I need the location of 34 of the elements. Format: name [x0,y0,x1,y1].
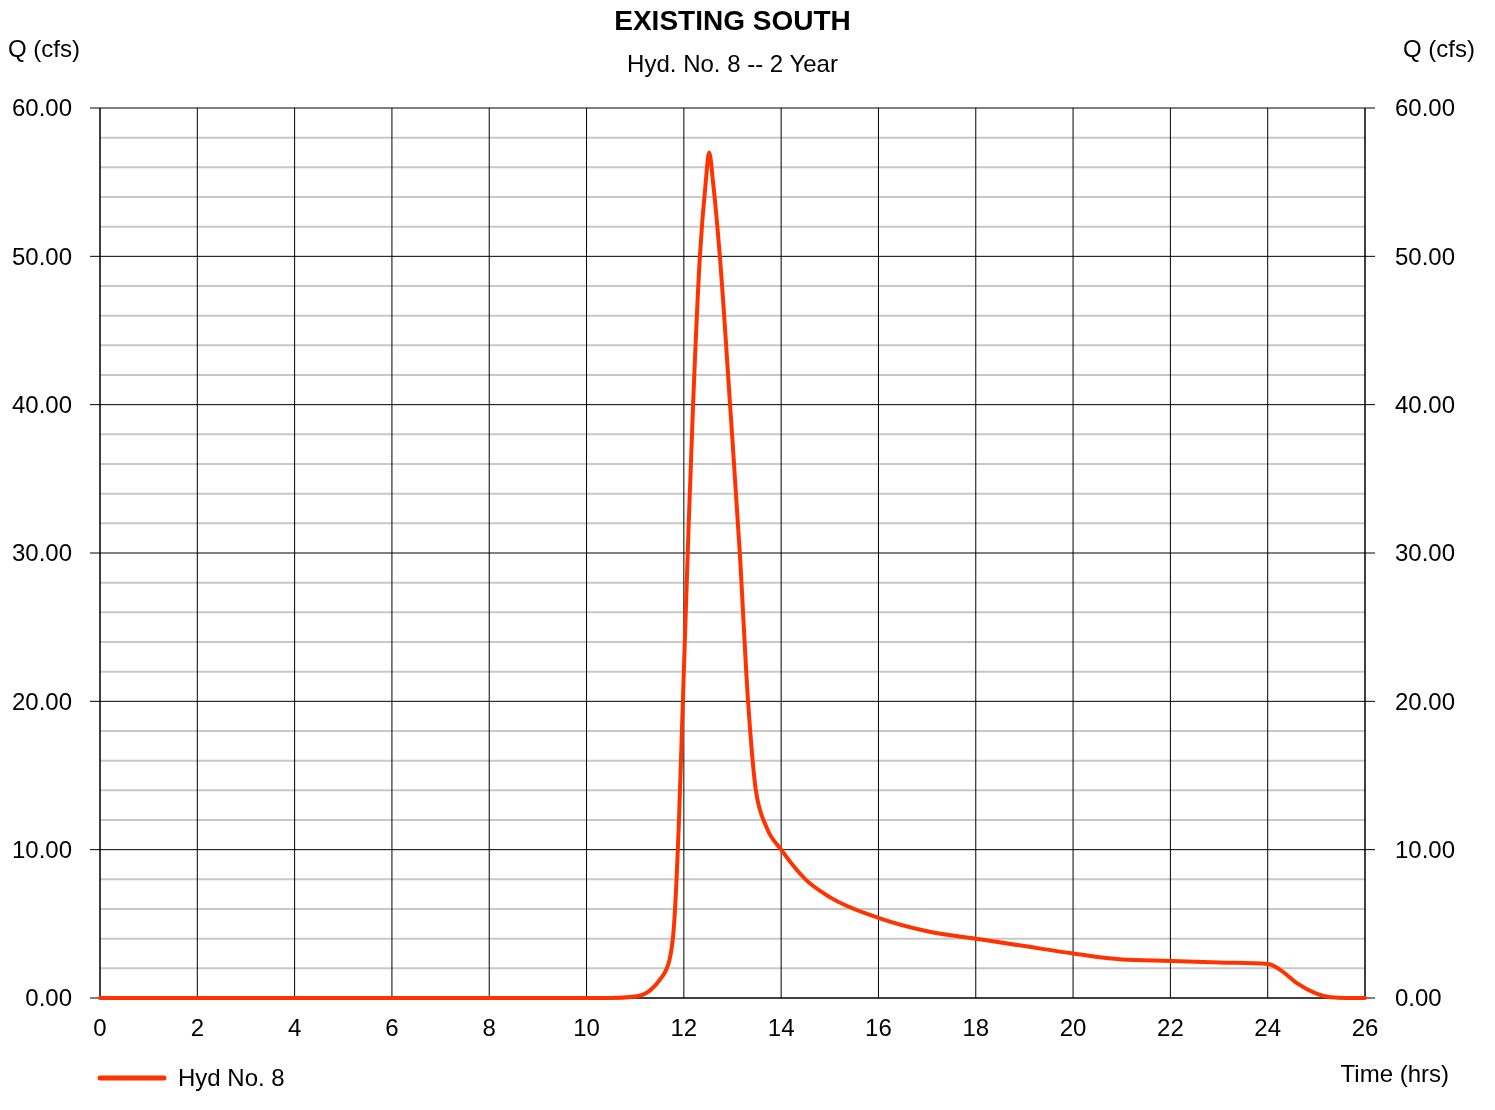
y2-tick-label: 50.00 [1395,242,1456,270]
legend-label: Hyd No. 8 [178,1064,285,1092]
x-tick-label: 14 [767,1014,795,1041]
y-tick-label: 20.00 [11,687,72,715]
x-tick-label: 26 [1351,1014,1379,1041]
y-tick-label: 60.00 [11,94,72,122]
y2-tick-label: 40.00 [1395,391,1456,419]
x-tick-label: 24 [1254,1014,1282,1041]
y2-tick-label: 0.00 [1395,984,1442,1012]
x-tick-label: 6 [385,1014,399,1041]
y-axis-title: Q (cfs) [8,35,80,62]
x-tick-label: 4 [287,1014,302,1041]
x-tick-label: 20 [1059,1014,1087,1041]
chart-subtitle: Hyd. No. 8 -- 2 Year [627,50,838,77]
x-tick-label: 8 [482,1014,496,1041]
y2-tick-label: 10.00 [1395,836,1456,864]
x-tick-label: 2 [190,1014,204,1041]
y2-tick-label: 60.00 [1395,94,1456,122]
x-tick-label: 18 [962,1014,990,1041]
chart-title: EXISTING SOUTH [614,5,851,36]
y-tick-label: 10.00 [11,836,72,864]
y-tick-label: 0.00 [25,984,72,1012]
x-tick-label: 16 [865,1014,892,1041]
x-tick-label: 0 [93,1014,107,1041]
y-tick-label: 30.00 [11,539,72,567]
x-tick-label: 22 [1157,1014,1184,1041]
x-axis-title: Time (hrs) [1340,1060,1449,1087]
y2-tick-label: 20.00 [1395,687,1456,715]
x-tick-label: 10 [573,1014,600,1041]
y2-axis-title: Q (cfs) [1403,35,1475,62]
y-tick-label: 50.00 [11,242,72,270]
y2-tick-label: 30.00 [1395,539,1456,567]
y-tick-label: 40.00 [11,391,72,419]
x-tick-label: 12 [670,1014,698,1041]
